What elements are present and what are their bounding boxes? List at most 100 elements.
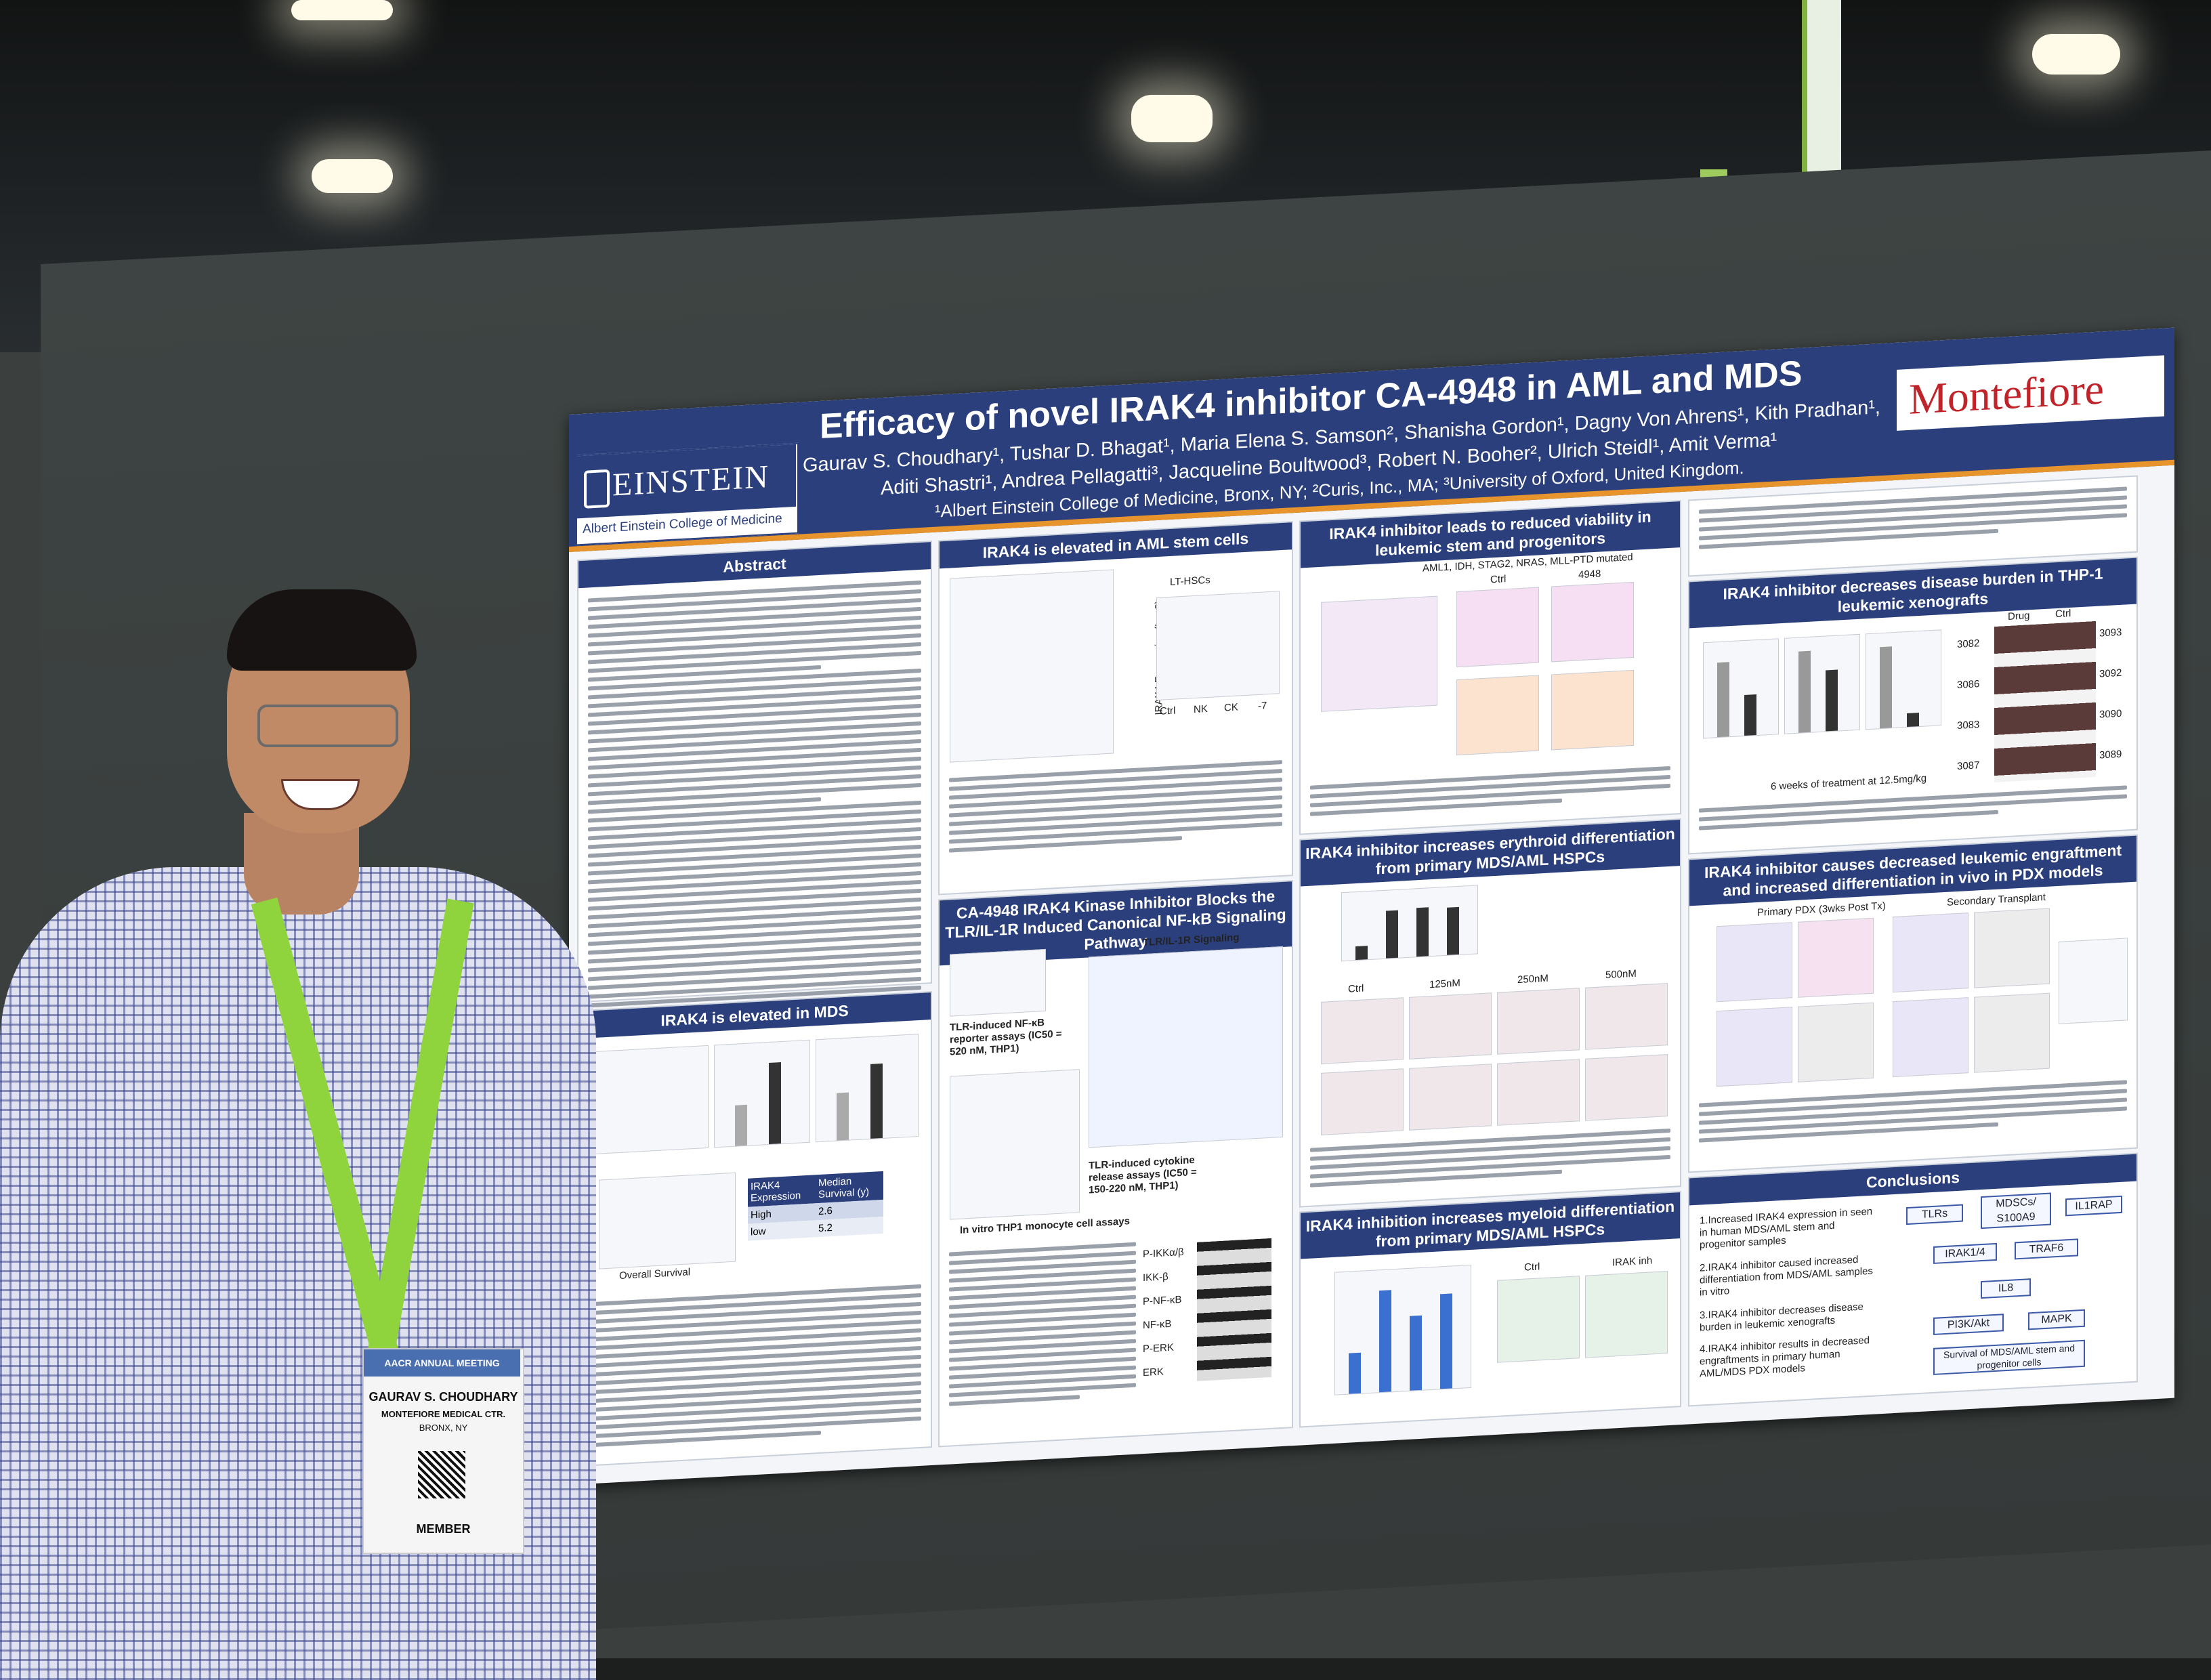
myeloid-facs-plot — [1497, 1276, 1580, 1363]
dose-label: 125nM — [1429, 977, 1460, 991]
figure7-caption — [1699, 785, 2127, 835]
pdx-label: Secondary Transplant — [1947, 891, 2046, 908]
treatment-note: 6 weeks of treatment at 12.5mg/kg — [1771, 772, 1927, 793]
mouse-id: 3092 — [2099, 667, 2122, 680]
aml-stem-boxplot — [1156, 591, 1280, 701]
badge-name: GAURAV S. CHOUDHARY — [368, 1390, 518, 1404]
figure5-caption — [1310, 1128, 1670, 1192]
flow-node: MAPK — [2028, 1309, 2085, 1330]
einstein-logo-name: EINSTEIN — [612, 458, 770, 503]
blot-label: IKK-β — [1143, 1271, 1168, 1284]
myeloid-facs-plot — [1585, 1271, 1668, 1358]
pdx-facs-plot — [1893, 912, 1968, 993]
group-label: Ctrl — [1160, 705, 1176, 717]
viability-facs-plot — [1551, 669, 1634, 751]
mouse-id: 3087 — [1957, 759, 1980, 773]
abstract-heading: Abstract — [578, 542, 931, 589]
spleen-weight-plot — [1703, 638, 1779, 739]
einstein-emblem-icon — [584, 469, 610, 509]
cytokine-bar-plots — [950, 1069, 1080, 1220]
conclusions-panel: Conclusions 1.Increased IRAK4 expression… — [1688, 1152, 2138, 1407]
pdx-facs-plot — [1717, 922, 1792, 1003]
figure1-caption — [588, 1284, 921, 1452]
figure8-caption — [1699, 1080, 2127, 1147]
ceiling-light — [2032, 34, 2120, 75]
montefiore-logo-text: Montefiore — [1909, 364, 2104, 423]
pdx-facs-plot — [1974, 992, 2050, 1073]
myeloid-bar-plot — [1334, 1264, 1471, 1395]
reporter-label: TLR-induced NF-κB reporter assays (IC50 … — [950, 1016, 1062, 1058]
erythroid-bar-plot — [1341, 885, 1478, 962]
erythroid-facs-plot — [1321, 997, 1404, 1064]
pdx-facs-plot — [1974, 908, 2050, 988]
pdx-facs-plot — [1717, 1007, 1792, 1087]
blot-label: ERK — [1143, 1366, 1164, 1379]
conclusion-item: 1.Increased IRAK4 expression in seen in … — [1700, 1205, 1873, 1251]
erythroid-facs-plot — [1497, 988, 1580, 1055]
badge-header: AACR ANNUAL MEETING — [364, 1349, 520, 1377]
ca4948-panel: CA-4948 IRAK4 Kinase Inhibitor Blocks th… — [938, 880, 1293, 1448]
thp1-panel: IRAK4 inhibitor decreases disease burden… — [1688, 556, 2138, 855]
group-label: -7 — [1258, 700, 1267, 712]
flow-node: TRAF6 — [2015, 1238, 2078, 1260]
ceiling-light — [1131, 95, 1213, 142]
dose-label: Ctrl — [1348, 982, 1364, 995]
ceiling-light — [312, 159, 393, 193]
einstein-logo: EINSTEIN Albert Einstein College of Medi… — [576, 442, 799, 546]
reporter-curve — [950, 948, 1046, 1017]
blot-label: P-NF-κB — [1143, 1294, 1182, 1308]
flow-node: MDSCs/ S100A9 — [1981, 1192, 2051, 1230]
flow-node: PI3K/Akt — [1933, 1314, 2004, 1335]
pdx-facs-plot — [1893, 997, 1968, 1078]
liver-weight-plot — [1784, 633, 1860, 734]
table-cell: low — [751, 1225, 766, 1238]
blot-label: P-ERK — [1143, 1341, 1174, 1356]
mds-scatter-plot — [592, 1045, 709, 1155]
badge-qr-code — [418, 1451, 465, 1498]
hair — [227, 589, 417, 671]
conclusion-item: 2.IRAK4 inhibitor caused increased diffe… — [1700, 1253, 1873, 1299]
mouse-id: 3093 — [2099, 626, 2122, 639]
dose-label: 250nM — [1517, 972, 1549, 986]
table-header: Median Survival (y) — [818, 1175, 870, 1201]
mouse-id: 3083 — [1957, 719, 1980, 732]
dose-label: 500nM — [1605, 967, 1637, 982]
condition-label: Ctrl — [1524, 1261, 1540, 1274]
pdx-facs-plot — [1798, 1002, 1874, 1083]
survival-table: IRAK4 Expression Median Survival (y) Hig… — [748, 1171, 883, 1241]
blot-image — [1197, 1238, 1271, 1381]
flow-node: TLRs — [1906, 1204, 1963, 1225]
cytokine-label: TLR-induced cytokine release assays (IC5… — [1089, 1154, 1197, 1196]
group-label: CK — [1224, 701, 1238, 714]
conclusion-item: 3.IRAK4 inhibitor decreases disease burd… — [1700, 1301, 1863, 1334]
viability-facs-plot — [1456, 587, 1539, 668]
erythroid-facs-plot — [1497, 1059, 1580, 1126]
mouse-id: 3090 — [2099, 707, 2122, 721]
mouse-id: 3089 — [2099, 748, 2122, 761]
viability-facs-plot — [1456, 675, 1539, 756]
figure3-caption — [949, 1242, 1136, 1411]
flow-node: IL8 — [1981, 1278, 2031, 1299]
overall-survival-label: Overall Survival — [619, 1266, 691, 1282]
poster: EINSTEIN Albert Einstein College of Medi… — [569, 327, 2174, 1485]
pdx-line-plot — [2059, 938, 2128, 1024]
viability-facs-plot — [1551, 581, 1634, 663]
table-cell: 5.2 — [818, 1221, 833, 1235]
badge-type: MEMBER — [416, 1522, 471, 1536]
flow-node: IRAK1/4 — [1933, 1242, 1997, 1264]
thp1-assays-label: In vitro THP1 monocyte cell assays — [960, 1215, 1130, 1236]
pathway-diagram — [1089, 946, 1283, 1148]
irak4-mds-panel: IRAK4 is elevated in MDS Overall Surviva… — [577, 990, 932, 1467]
erythroid-facs-plot — [1585, 1054, 1668, 1121]
leukemic-cells-plot — [1866, 629, 1941, 730]
condition-label: 4948 — [1578, 568, 1601, 581]
mds-bar-plot — [816, 1034, 919, 1143]
erythroid-facs-plot — [1585, 983, 1668, 1050]
western-blot: P-IKKα/β IKK-β P-NF-κB NF-κB P-ERK ERK — [1143, 1234, 1278, 1391]
mouse-id: 3086 — [1957, 678, 1980, 692]
condition-label: Ctrl — [1490, 573, 1507, 586]
badge-city: BRONX, NY — [419, 1423, 468, 1433]
erythroid-panel: IRAK4 inhibitor increases erythroid diff… — [1299, 818, 1681, 1208]
badge-org: MONTEFIORE MEDICAL CTR. — [381, 1409, 506, 1419]
table-header: IRAK4 Expression — [751, 1179, 801, 1204]
